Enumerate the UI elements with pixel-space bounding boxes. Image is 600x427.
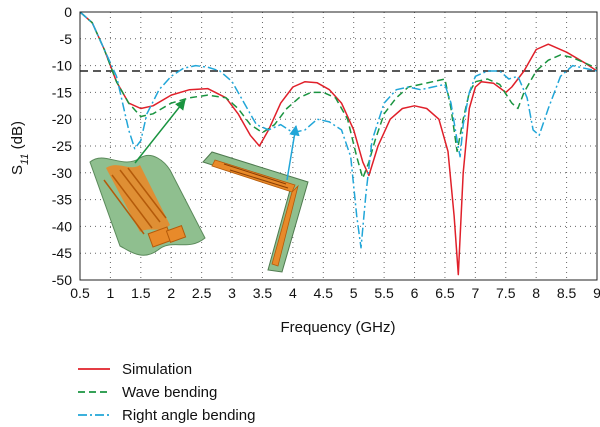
x-tick-label: 5 (350, 285, 358, 301)
x-tick-label: 2 (167, 285, 175, 301)
series-line-simulation (80, 12, 597, 276)
x-tick-label: 8 (532, 285, 540, 301)
y-tick-label: -35 (52, 192, 72, 208)
y-tick-label: -15 (52, 84, 72, 100)
x-tick-label: 8.5 (557, 285, 577, 301)
x-tick-label: 7.5 (496, 285, 516, 301)
x-tick-label: 6.5 (435, 285, 455, 301)
right-angle-bending-arrow (286, 124, 300, 181)
x-tick-label: 1.5 (131, 285, 151, 301)
y-tick-label: -45 (52, 245, 72, 261)
x-tick-labels: 0.5 1 1.5 2 2.5 3 3.5 4 4.5 5 5.5 6 6.5 7 7.5 8 8.5 9 (70, 285, 600, 301)
x-tick-label: 3 (228, 285, 236, 301)
y-tick-label: -50 (52, 272, 72, 288)
series-line-wave-bending (80, 12, 597, 179)
x-tick-label: 7 (471, 285, 479, 301)
x-tick-label: 6 (411, 285, 419, 301)
series-line-right-angle-bending (80, 12, 597, 249)
legend-label: Wave bending (122, 384, 217, 401)
x-tick-label: 2.5 (192, 285, 212, 301)
plot-frame (79, 11, 598, 281)
y-tick-label: -20 (52, 111, 72, 127)
legend: Simulation Wave bending Right angle bendin… (78, 361, 255, 424)
x-tick-label: 0.5 (70, 285, 90, 301)
y-tick-label: -30 (52, 165, 72, 181)
y-tick-label: -5 (60, 31, 73, 47)
y-tick-label: -10 (52, 58, 72, 74)
x-tick-label: 9 (593, 285, 600, 301)
x-tick-label: 1 (107, 285, 115, 301)
legend-label: Simulation (122, 361, 192, 378)
wave-bending-arrow (134, 99, 186, 164)
right-angle-bending-antenna-illustration (202, 151, 309, 273)
y-tick-label: -25 (52, 138, 72, 154)
legend-label: Right angle bending (122, 407, 255, 424)
y-tick-label: -40 (52, 218, 72, 234)
x-tick-label: 5.5 (374, 285, 394, 301)
y-tick-label: 0 (64, 4, 72, 20)
wave-bending-antenna-illustration (89, 154, 206, 256)
x-tick-label: 4 (289, 285, 297, 301)
y-tick-labels: 0 -5 -10 -15 -20 -25 -30 -35 -40 -45 -50 (52, 4, 72, 288)
x-axis-label: Frequency (GHz) (280, 319, 395, 336)
x-tick-label: 4.5 (314, 285, 334, 301)
x-tick-label: 3.5 (253, 285, 273, 301)
y-axis-label: S11 (dB) (9, 121, 31, 175)
